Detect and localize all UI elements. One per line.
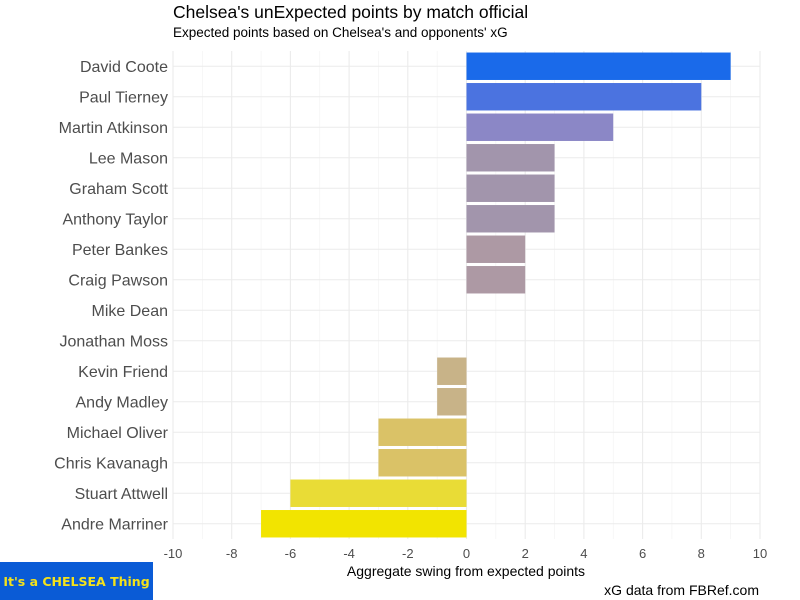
bar [466,174,555,202]
bar [378,449,467,477]
x-tick-label: -2 [402,546,414,561]
data-source-caption: xG data from FBRef.com [604,582,759,598]
y-tick-label: Andre Marriner [61,516,168,533]
y-tick-label: Mike Dean [92,303,168,320]
chart-title: Chelsea's unExpected points by match off… [173,2,529,22]
x-axis-title: Aggregate swing from expected points [346,563,586,579]
bar [466,235,526,263]
x-tick-label: 2 [522,546,529,561]
bar [466,144,555,172]
x-tick-label: -4 [343,546,355,561]
y-axis-labels: David Coote Paul Tierney Martin Atkinson Le… [54,59,169,534]
y-tick-label: Andy Madley [76,394,169,411]
y-tick-label: Peter Bankes [72,242,168,259]
y-tick-label: Michael Oliver [67,425,169,442]
x-tick-label: 0 [463,546,470,561]
x-tick-label: 4 [580,546,587,561]
its-a-chelsea-thing-logo: It's a CHELSEA Thing [0,562,153,600]
x-tick-label: -8 [226,546,238,561]
bar [437,388,467,416]
y-tick-label: Jonathan Moss [59,333,168,350]
y-tick-label: Kevin Friend [78,364,168,381]
x-tick-label: -6 [285,546,297,561]
bar [466,52,731,80]
logo-text: It's a CHELSEA Thing [3,573,150,589]
x-tick-label: 6 [639,546,646,561]
y-tick-label: Paul Tierney [79,89,168,106]
bars [261,52,731,538]
y-tick-label: Lee Mason [89,150,168,167]
y-tick-label: David Coote [80,59,168,76]
y-tick-label: Anthony Taylor [62,211,168,228]
y-tick-label: Martin Atkinson [59,120,168,137]
y-tick-label: Craig Pawson [68,272,168,289]
chart-subtitle: Expected points based on Chelsea's and o… [173,25,508,40]
y-tick-label: Stuart Attwell [75,486,168,503]
x-tick-label: 8 [698,546,705,561]
bar [466,266,526,294]
bar [378,418,467,446]
bar [261,510,467,538]
y-tick-label: Graham Scott [69,181,168,198]
bar [437,357,467,385]
bar [466,83,702,111]
x-axis-tick-labels: -10 -8 -6 -4 -2 0 2 4 6 8 10 [164,546,768,561]
bar [290,479,467,507]
y-tick-label: Chris Kavanagh [54,455,168,472]
bar [466,205,555,233]
bar [466,113,614,141]
x-tick-label: -10 [164,546,183,561]
x-tick-label: 10 [753,546,767,561]
